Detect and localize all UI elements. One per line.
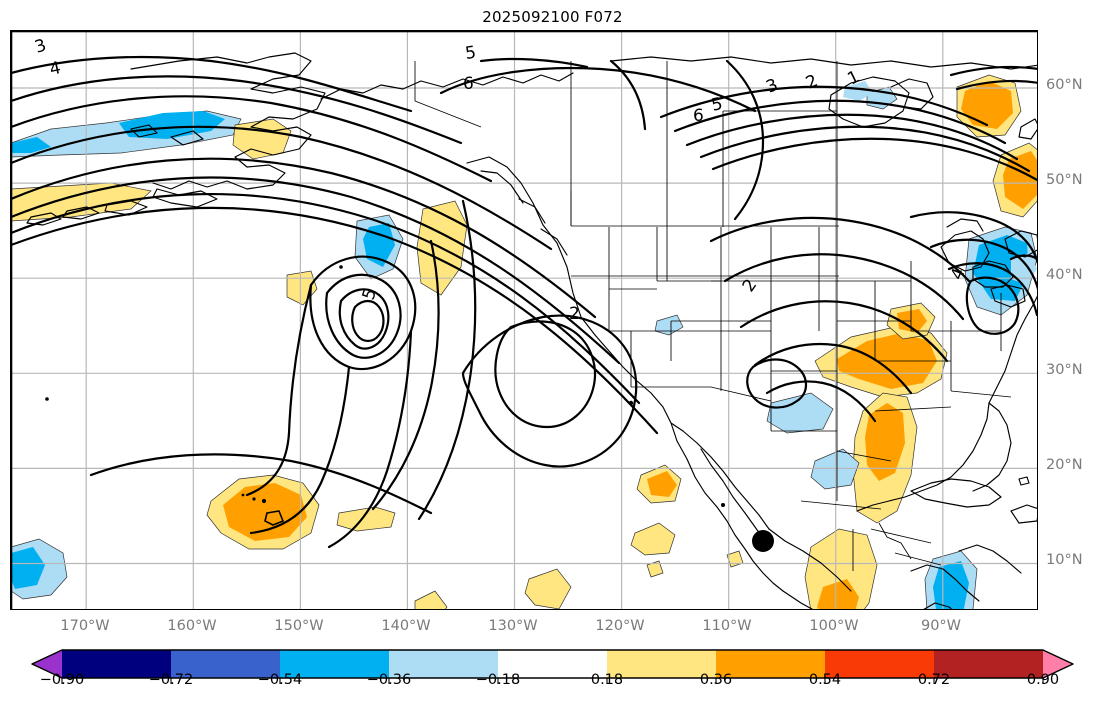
colorbar-swatch [389,650,499,678]
colorbar-ticks [61,678,1044,684]
lat-tick-50: 50°N [1046,172,1083,188]
lon-tick-90w: 90°W [920,618,962,634]
contour-label: 6 [463,74,474,94]
lon-tick-130w: 130°W [488,618,538,634]
map-panel[interactable]: 3 4 5 6 6 5 3 2 1 5 2 2 4 [10,30,1038,610]
map-canvas: 3 4 5 6 6 5 3 2 1 5 2 2 4 [11,31,1037,609]
colorbar-tick-label: 0.90 [1026,672,1060,688]
contour-label: 5 [709,94,724,116]
storm-marker-layer[interactable] [752,530,774,552]
colorbar-swatch [280,650,390,678]
colorbar-over-arrow [1043,650,1073,678]
colorbar-swatch [934,650,1044,678]
colorbar-swatch [716,650,826,678]
lat-tick-10: 10°N [1046,552,1083,568]
colorbar-tick-label: 0.72 [917,672,951,688]
lat-tick-60: 60°N [1046,77,1083,93]
lat-tick-20: 20°N [1046,457,1083,473]
lat-tick-30: 30°N [1046,362,1083,378]
lat-tick-40: 40°N [1046,267,1083,283]
colorbar-under-arrow [32,650,62,678]
lon-tick-160w: 160°W [167,618,217,634]
contour-label: 2 [569,304,580,324]
contour-label: 4 [48,58,63,80]
colorbar-swatch [825,650,935,678]
colorbar-swatch [62,650,172,678]
island-specks-layer [45,265,725,526]
colorbar-tick-label: −0.90 [39,672,85,688]
colorbar-tick-label: 0.18 [590,672,624,688]
storm-marker[interactable] [752,530,774,552]
colorbar-swatch [498,650,608,678]
colorbar-canvas [31,649,1074,684]
colorbar-swatch [607,650,717,678]
lon-tick-120w: 120°W [595,618,645,634]
graticule-lines [11,31,1037,609]
coastline-layer [26,52,1037,609]
lon-tick-150w: 150°W [274,618,324,634]
contour-label: 5 [464,43,478,64]
lon-tick-110w: 110°W [702,618,752,634]
colorbar[interactable]: −0.90 −0.72 −0.54 −0.36 −0.18 0.18 0.36 0.54 0.7… [0,645,1105,712]
lon-tick-170w: 170°W [60,618,110,634]
colorbar-tick-label: −0.36 [366,672,412,688]
colorbar-tick-label: −0.54 [257,672,303,688]
political-borders-layer [414,61,1012,571]
lon-tick-140w: 140°W [381,618,431,634]
contour-label: 6 [693,106,704,126]
lon-tick-100w: 100°W [809,618,859,634]
figure-title: 2025092100 F072 [482,8,623,26]
colorbar-tick-label: 0.54 [808,672,842,688]
colorbar-tick-label: 0.36 [699,672,733,688]
contour-layer [11,55,1037,549]
colorbar-tick-label: −0.72 [148,672,194,688]
colorbar-swatch [171,650,281,678]
colorbar-swatches [32,650,1073,678]
colorbar-tick-label: −0.18 [475,672,521,688]
